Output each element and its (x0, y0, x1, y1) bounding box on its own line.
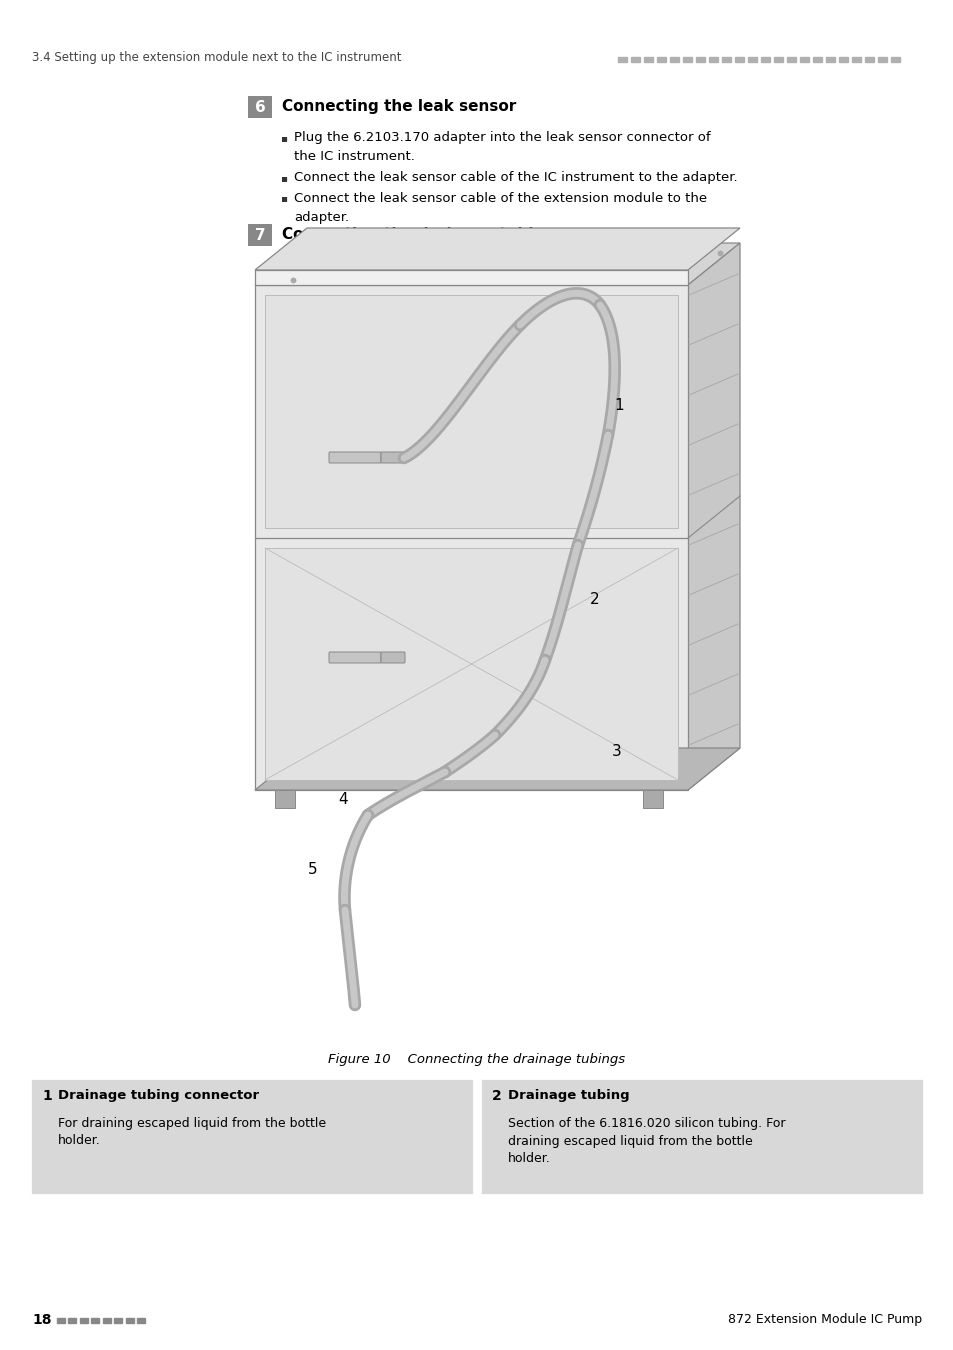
Bar (57, 1318, 65, 1323)
Bar (137, 1318, 146, 1323)
Bar (630, 57, 639, 62)
Bar (696, 57, 704, 62)
Bar (91, 1318, 99, 1323)
Text: 2: 2 (492, 1089, 501, 1103)
Text: For draining escaped liquid from the bottle: For draining escaped liquid from the bot… (58, 1116, 326, 1130)
Bar (773, 57, 782, 62)
Text: 2: 2 (589, 593, 599, 608)
Bar (682, 57, 691, 62)
Text: 18: 18 (32, 1314, 51, 1327)
Text: 3: 3 (612, 744, 621, 760)
Text: Connecting the leak sensor: Connecting the leak sensor (282, 100, 516, 115)
Bar (838, 57, 847, 62)
Bar (877, 57, 886, 62)
Bar (114, 1318, 122, 1323)
Bar (760, 57, 769, 62)
Text: Drainage tubing: Drainage tubing (507, 1089, 629, 1103)
Text: Connect the leak sensor cable of the extension module to the: Connect the leak sensor cable of the ext… (294, 192, 706, 204)
Bar (30, 1079, 474, 1195)
Text: Connect the leak sensor cable of the IC instrument to the adapter.: Connect the leak sensor cable of the IC … (294, 171, 737, 185)
Text: Drainage tubing connector: Drainage tubing connector (58, 1089, 259, 1103)
Text: adapter.: adapter. (294, 211, 349, 224)
Polygon shape (687, 243, 740, 790)
Text: 1: 1 (614, 397, 623, 413)
Bar (248, 96, 272, 117)
Bar (708, 57, 718, 62)
Text: ▪: ▪ (280, 173, 287, 184)
Bar (786, 57, 795, 62)
Bar (747, 57, 757, 62)
Text: the IC instrument.: the IC instrument. (294, 150, 415, 163)
Text: 4: 4 (338, 792, 348, 807)
Text: ▪: ▪ (280, 193, 287, 202)
Polygon shape (254, 748, 740, 790)
Text: ▪: ▪ (280, 134, 287, 143)
Bar (657, 57, 665, 62)
Text: Plug the 6.2103.170 adapter into the leak sensor connector of: Plug the 6.2103.170 adapter into the lea… (294, 131, 710, 144)
Bar (851, 57, 861, 62)
Bar (103, 1318, 111, 1323)
Text: holder.: holder. (58, 1134, 101, 1148)
Text: 1: 1 (42, 1089, 51, 1103)
FancyBboxPatch shape (380, 452, 405, 463)
Bar (274, 790, 294, 809)
Polygon shape (254, 243, 740, 285)
Bar (734, 57, 743, 62)
Text: Figure 10    Connecting the drainage tubings: Figure 10 Connecting the drainage tubing… (328, 1053, 625, 1066)
Bar (265, 296, 678, 528)
Bar (642, 790, 662, 809)
Bar (669, 57, 679, 62)
Text: 6: 6 (254, 100, 265, 115)
Bar (80, 1318, 88, 1323)
Text: Section of the 6.1816.020 silicon tubing. For: Section of the 6.1816.020 silicon tubing… (507, 1116, 784, 1130)
Polygon shape (254, 285, 687, 790)
Bar (265, 548, 678, 780)
Bar (721, 57, 730, 62)
Text: holder.: holder. (507, 1153, 550, 1165)
Bar (890, 57, 899, 62)
Bar (812, 57, 821, 62)
Text: Connecting the drainage tubings: Connecting the drainage tubings (282, 228, 563, 243)
Bar (643, 57, 652, 62)
Bar (126, 1318, 133, 1323)
Text: 3.4 Setting up the extension module next to the IC instrument: 3.4 Setting up the extension module next… (32, 50, 401, 63)
Bar (479, 1079, 923, 1195)
Bar (69, 1318, 76, 1323)
Bar (248, 224, 272, 246)
Polygon shape (254, 270, 687, 285)
Bar (864, 57, 873, 62)
Text: draining escaped liquid from the bottle: draining escaped liquid from the bottle (507, 1134, 752, 1148)
Bar (618, 57, 626, 62)
FancyBboxPatch shape (329, 652, 380, 663)
FancyBboxPatch shape (380, 652, 405, 663)
Bar (800, 57, 808, 62)
Polygon shape (254, 228, 740, 270)
Text: 872 Extension Module IC Pump: 872 Extension Module IC Pump (727, 1314, 921, 1327)
Text: 7: 7 (254, 228, 265, 243)
Bar (825, 57, 834, 62)
Text: 5: 5 (308, 863, 317, 878)
FancyBboxPatch shape (329, 452, 380, 463)
